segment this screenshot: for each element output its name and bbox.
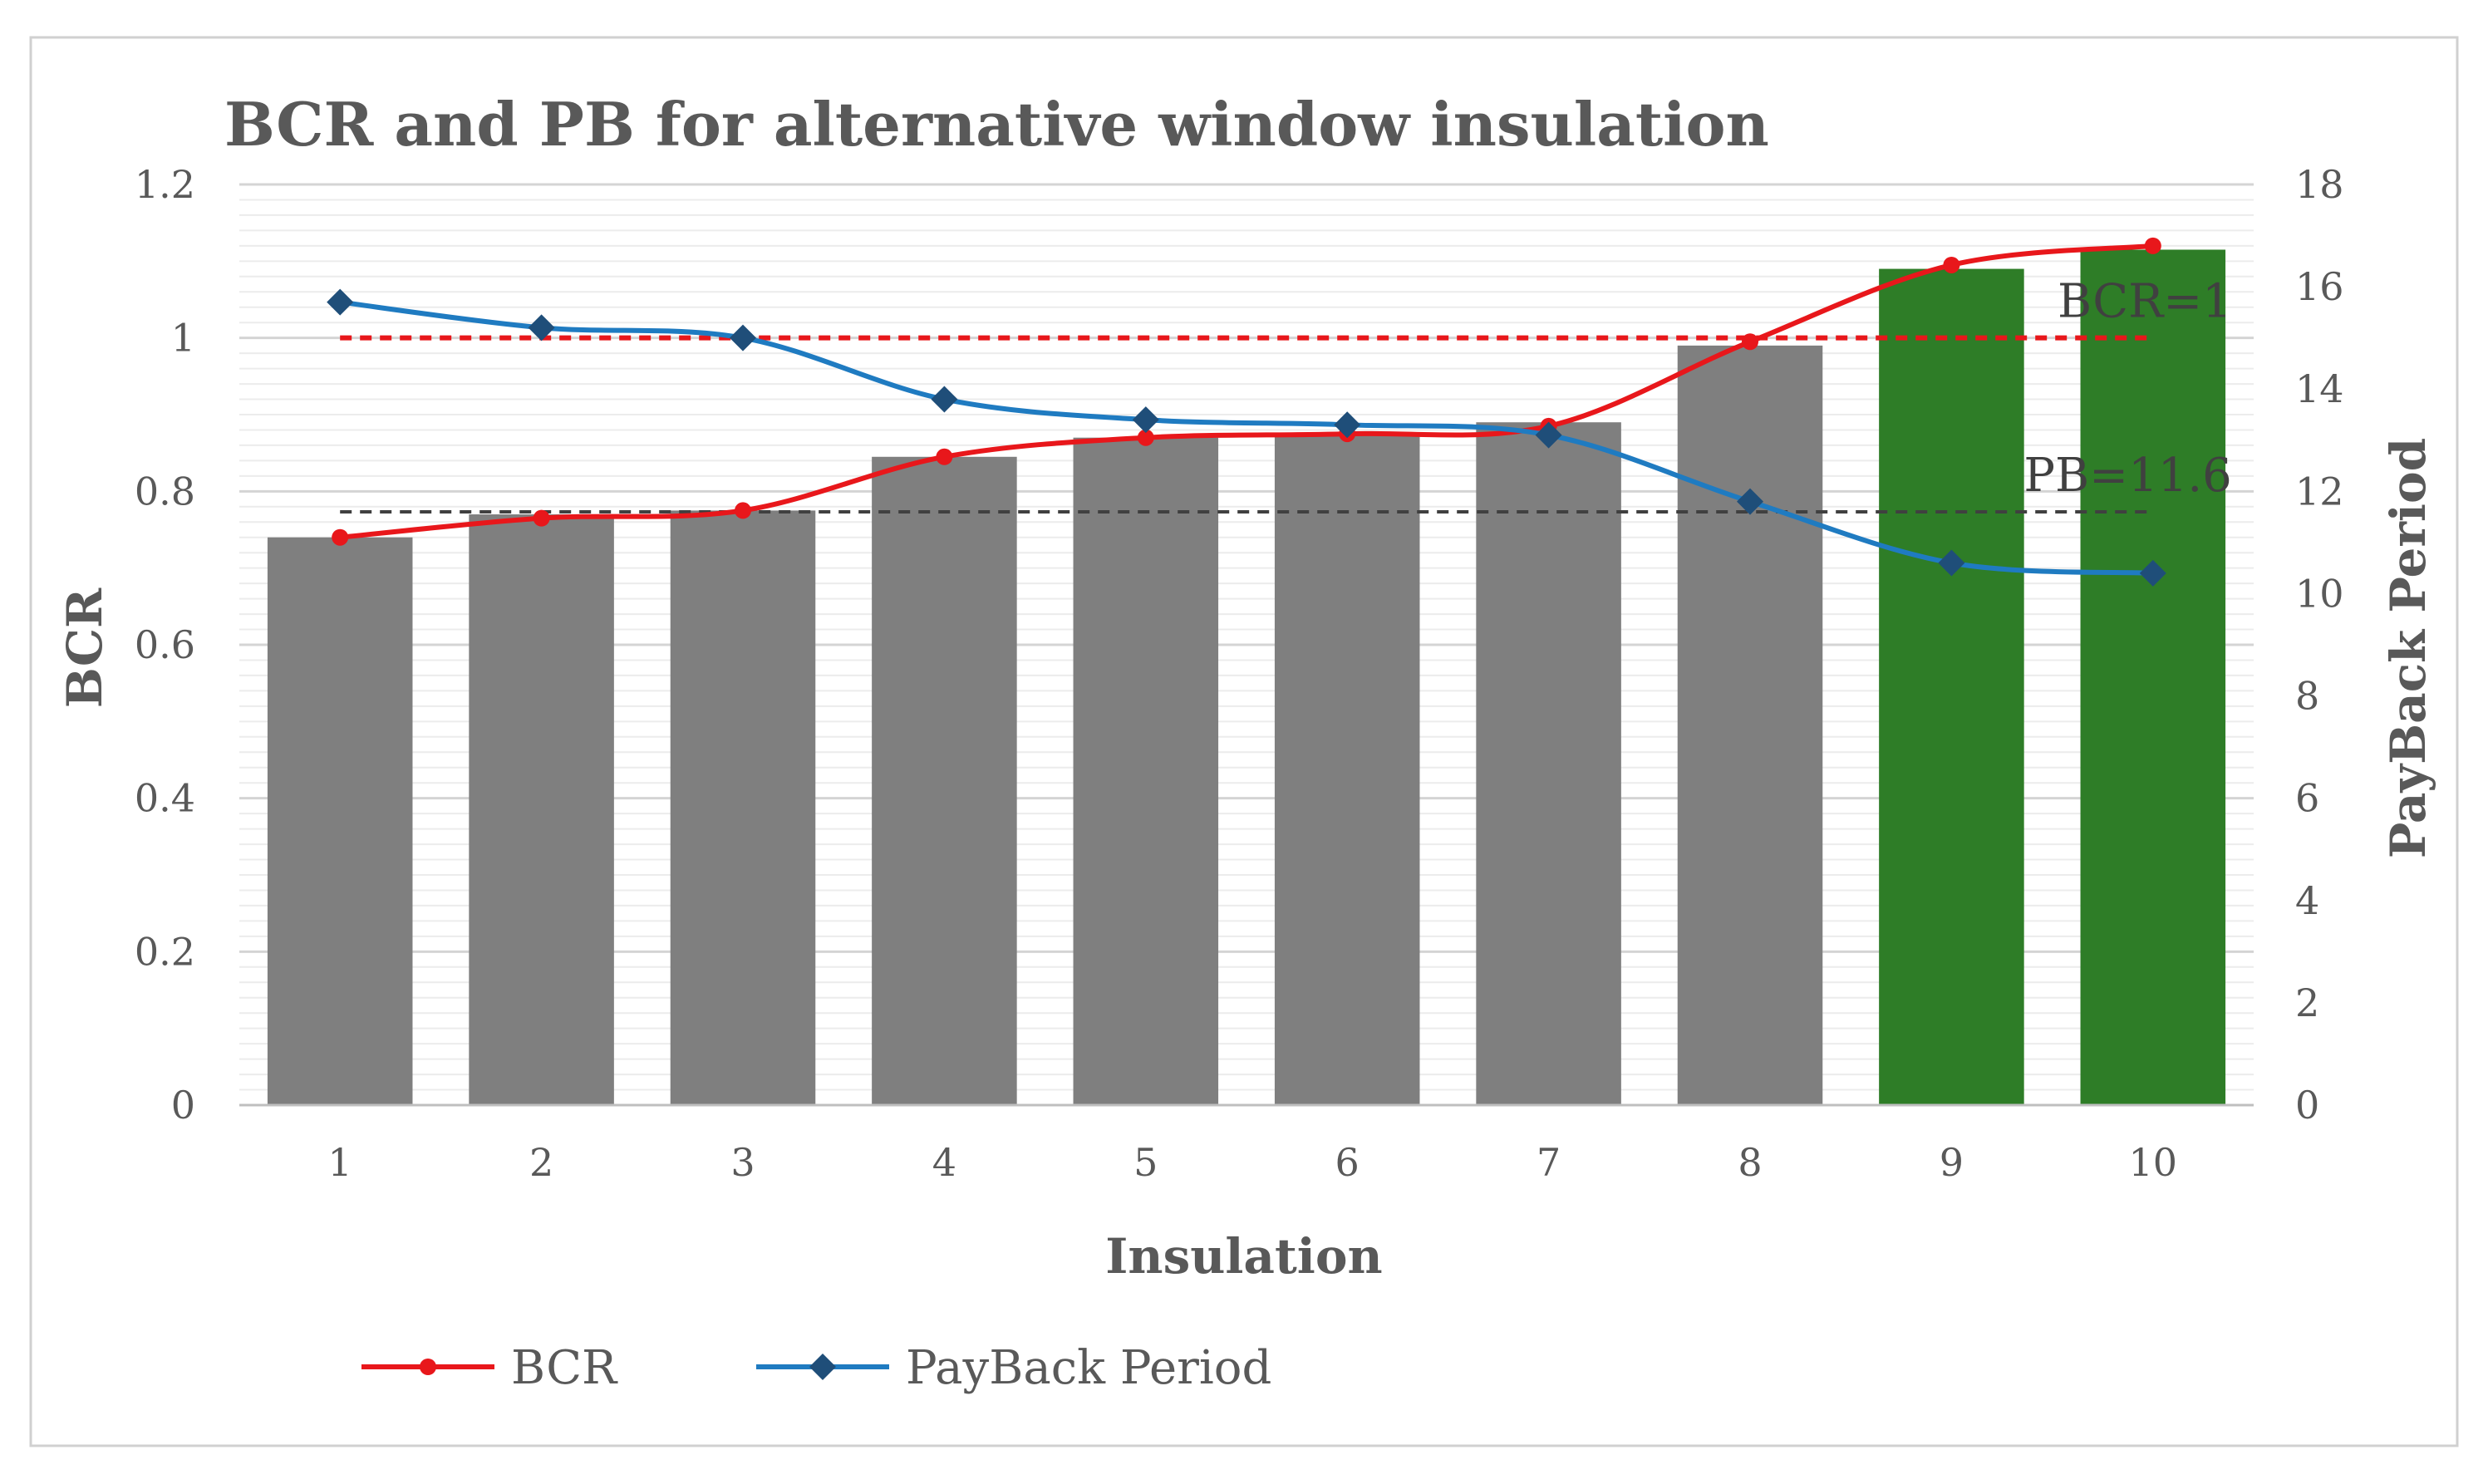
x-tick-label: 4 bbox=[932, 1140, 956, 1185]
series-2-point-10 bbox=[2139, 559, 2166, 587]
legend-label-2: PayBack Period bbox=[906, 1341, 1271, 1395]
bar-7 bbox=[1476, 422, 1621, 1105]
series-1-point-5 bbox=[1137, 429, 1154, 446]
y-right-tick-label: 10 bbox=[2295, 571, 2344, 616]
series-2-point-9 bbox=[1938, 549, 1965, 577]
y-left-tick-label: 0 bbox=[171, 1083, 195, 1128]
series-2-point-5 bbox=[1132, 406, 1159, 434]
bar-1 bbox=[267, 537, 413, 1105]
series-2-point-6 bbox=[1334, 411, 1361, 439]
series-line-1 bbox=[339, 243, 2154, 540]
series-2-point-3 bbox=[730, 324, 756, 351]
x-tick-label: 7 bbox=[1537, 1140, 1561, 1185]
series-1-point-9 bbox=[1943, 256, 1960, 273]
series-lines bbox=[327, 237, 2166, 587]
y-right-tick-label: 18 bbox=[2295, 162, 2344, 207]
y-axis-label-right: PayBack Period bbox=[2380, 438, 2436, 858]
series-2-point-8 bbox=[1737, 488, 1763, 515]
y-left-tick-label: 1 bbox=[171, 316, 195, 361]
series-1-point-8 bbox=[1742, 333, 1758, 351]
x-tick-label: 2 bbox=[529, 1140, 553, 1185]
y-right-tick-label: 16 bbox=[2295, 264, 2344, 309]
y-right-tick-label: 0 bbox=[2295, 1083, 2319, 1128]
reference-label-2: PB=11.6 bbox=[2023, 449, 2231, 503]
reference-label-1: BCR=1 bbox=[2058, 275, 2232, 329]
y-left-tick-label: 0.8 bbox=[135, 469, 195, 514]
chart-title: BCR and PB for alternative window insula… bbox=[224, 89, 1769, 160]
bar-8 bbox=[1677, 345, 1823, 1105]
legend: BCR PayBack Period bbox=[361, 1341, 1271, 1395]
x-axis-label: Insulation bbox=[1105, 1228, 1382, 1285]
legend-marker-1 bbox=[420, 1359, 436, 1375]
y-right-tick-label: 6 bbox=[2295, 776, 2319, 821]
x-tick-label: 1 bbox=[328, 1140, 352, 1185]
series-2-point-4 bbox=[931, 386, 958, 413]
y-right-tick-label: 14 bbox=[2295, 366, 2344, 411]
x-tick-label: 8 bbox=[1738, 1140, 1762, 1185]
y-right-tick-label: 4 bbox=[2295, 878, 2319, 923]
y-right-tick-label: 2 bbox=[2295, 980, 2319, 1025]
series-1-point-1 bbox=[332, 528, 349, 546]
series-2-point-2 bbox=[528, 314, 555, 342]
y-right-tick-label: 12 bbox=[2295, 469, 2344, 514]
y-right-tick-label: 8 bbox=[2295, 674, 2319, 719]
chart-border bbox=[29, 36, 2459, 1447]
legend-label-1: BCR bbox=[511, 1341, 618, 1395]
legend-marker-2 bbox=[809, 1354, 836, 1380]
x-tick-label: 3 bbox=[730, 1140, 755, 1185]
series-1-point-2 bbox=[533, 509, 550, 527]
y-left-tick-label: 0.6 bbox=[135, 622, 195, 667]
bar-6 bbox=[1274, 434, 1420, 1105]
x-tick-label: 6 bbox=[1335, 1140, 1360, 1185]
x-tick-label: 10 bbox=[2129, 1140, 2178, 1185]
series-2-point-7 bbox=[1535, 421, 1562, 449]
bar-4 bbox=[872, 456, 1017, 1105]
bar-5 bbox=[1073, 437, 1219, 1105]
y-left-tick-label: 0.2 bbox=[135, 929, 195, 974]
y-left-tick-label: 1.2 bbox=[135, 162, 195, 207]
series-line-2 bbox=[339, 299, 2153, 576]
bar-3 bbox=[670, 510, 816, 1105]
series-1-point-3 bbox=[735, 502, 751, 519]
bars bbox=[267, 249, 2226, 1106]
series-2-point-1 bbox=[327, 288, 354, 316]
axes: 1 2 3 4 5 6 7 8 9 1000.20.40.60.811.2024681012141… bbox=[135, 162, 2344, 1185]
bar-9 bbox=[1879, 268, 2024, 1106]
x-tick-label: 9 bbox=[1940, 1140, 1964, 1185]
y-left-tick-label: 0.4 bbox=[135, 776, 195, 821]
bar-2 bbox=[469, 514, 614, 1105]
series-1-point-4 bbox=[936, 448, 953, 465]
bar-10 bbox=[2080, 249, 2226, 1105]
x-tick-label: 5 bbox=[1133, 1140, 1158, 1185]
y-axis-label-left: BCR bbox=[57, 587, 113, 708]
reference-lines: BCR=1 PB=11.6 bbox=[340, 275, 2232, 514]
series-1-point-10 bbox=[2144, 237, 2161, 254]
